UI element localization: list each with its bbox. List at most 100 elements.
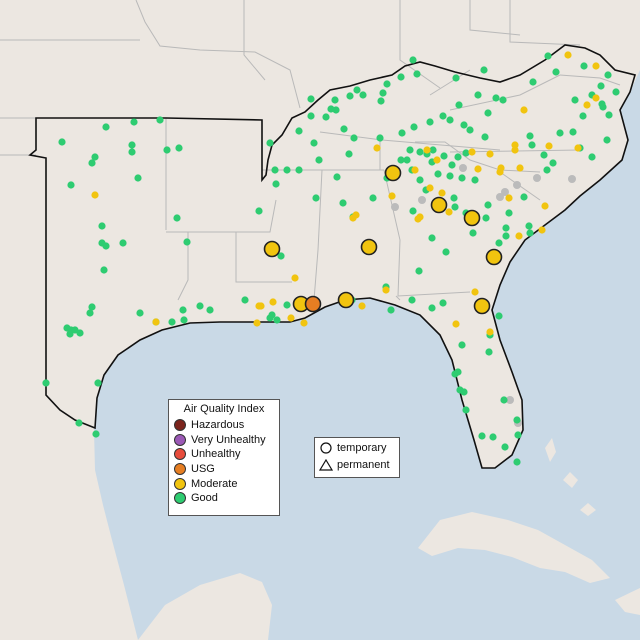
good-monitor-marker[interactable]	[499, 96, 507, 104]
good-monitor-marker[interactable]	[526, 132, 534, 140]
moderate-monitor-marker[interactable]	[545, 142, 553, 150]
moderate-monitor-marker[interactable]	[433, 156, 441, 164]
good-monitor-marker[interactable]	[353, 86, 361, 94]
good-monitor-marker[interactable]	[322, 113, 330, 121]
good-monitor-marker[interactable]	[502, 232, 510, 240]
moderate-monitor-marker[interactable]	[152, 318, 160, 326]
moderate-monitor-marker[interactable]	[471, 288, 479, 296]
good-monitor-marker[interactable]	[489, 433, 497, 441]
moderate-monitor-marker[interactable]	[574, 144, 582, 152]
good-monitor-marker[interactable]	[540, 151, 548, 159]
good-monitor-marker[interactable]	[315, 156, 323, 164]
good-monitor-marker[interactable]	[88, 159, 96, 167]
good-monitor-marker[interactable]	[403, 156, 411, 164]
moderate-monitor-marker[interactable]	[423, 146, 431, 154]
moderate-monitor-marker[interactable]	[538, 226, 546, 234]
good-monitor-marker[interactable]	[526, 229, 534, 237]
good-monitor-marker[interactable]	[128, 148, 136, 156]
good-monitor-marker[interactable]	[163, 146, 171, 154]
moderate-monitor-marker[interactable]	[438, 189, 446, 197]
good-monitor-marker[interactable]	[580, 62, 588, 70]
good-monitor-marker[interactable]	[173, 214, 181, 222]
good-monitor-marker[interactable]	[474, 91, 482, 99]
good-monitor-marker[interactable]	[514, 431, 522, 439]
good-monitor-marker[interactable]	[272, 180, 280, 188]
good-monitor-marker[interactable]	[460, 388, 468, 396]
good-monitor-marker[interactable]	[466, 126, 474, 134]
good-monitor-marker[interactable]	[543, 166, 551, 174]
good-monitor-marker[interactable]	[454, 153, 462, 161]
temporary-moderate-monitor-marker[interactable]	[485, 248, 503, 266]
no-data-monitor-marker[interactable]	[506, 396, 514, 404]
good-monitor-marker[interactable]	[588, 153, 596, 161]
moderate-monitor-marker[interactable]	[541, 202, 549, 210]
good-monitor-marker[interactable]	[408, 296, 416, 304]
moderate-monitor-marker[interactable]	[426, 184, 434, 192]
moderate-monitor-marker[interactable]	[373, 144, 381, 152]
no-data-monitor-marker[interactable]	[501, 188, 509, 196]
good-monitor-marker[interactable]	[266, 139, 274, 147]
good-monitor-marker[interactable]	[604, 71, 612, 79]
good-monitor-marker[interactable]	[307, 112, 315, 120]
good-monitor-marker[interactable]	[528, 141, 536, 149]
good-monitor-marker[interactable]	[451, 203, 459, 211]
good-monitor-marker[interactable]	[88, 303, 96, 311]
good-monitor-marker[interactable]	[544, 52, 552, 60]
good-monitor-marker[interactable]	[603, 136, 611, 144]
good-monitor-marker[interactable]	[448, 161, 456, 169]
good-monitor-marker[interactable]	[379, 89, 387, 97]
good-monitor-marker[interactable]	[552, 68, 560, 76]
moderate-monitor-marker[interactable]	[511, 146, 519, 154]
good-monitor-marker[interactable]	[397, 156, 405, 164]
good-monitor-marker[interactable]	[556, 129, 564, 137]
good-monitor-marker[interactable]	[409, 207, 417, 215]
good-monitor-marker[interactable]	[206, 306, 214, 314]
temporary-moderate-monitor-marker[interactable]	[384, 164, 402, 182]
good-monitor-marker[interactable]	[75, 419, 83, 427]
good-monitor-marker[interactable]	[134, 174, 142, 182]
good-monitor-marker[interactable]	[452, 74, 460, 82]
moderate-monitor-marker[interactable]	[520, 106, 528, 114]
good-monitor-marker[interactable]	[255, 207, 263, 215]
moderate-monitor-marker[interactable]	[358, 302, 366, 310]
good-monitor-marker[interactable]	[196, 302, 204, 310]
good-monitor-marker[interactable]	[92, 430, 100, 438]
good-monitor-marker[interactable]	[271, 166, 279, 174]
moderate-monitor-marker[interactable]	[516, 164, 524, 172]
good-monitor-marker[interactable]	[455, 101, 463, 109]
good-monitor-marker[interactable]	[500, 396, 508, 404]
moderate-monitor-marker[interactable]	[486, 150, 494, 158]
good-monitor-marker[interactable]	[100, 266, 108, 274]
good-monitor-marker[interactable]	[283, 301, 291, 309]
good-monitor-marker[interactable]	[310, 139, 318, 147]
temporary-moderate-monitor-marker[interactable]	[473, 297, 491, 315]
good-monitor-marker[interactable]	[369, 194, 377, 202]
good-monitor-marker[interactable]	[359, 91, 367, 99]
good-monitor-marker[interactable]	[520, 193, 528, 201]
good-monitor-marker[interactable]	[495, 312, 503, 320]
good-monitor-marker[interactable]	[481, 133, 489, 141]
good-monitor-marker[interactable]	[346, 92, 354, 100]
good-monitor-marker[interactable]	[312, 194, 320, 202]
temporary-usg-monitor-marker[interactable]	[304, 295, 322, 313]
moderate-monitor-marker[interactable]	[592, 62, 600, 70]
good-monitor-marker[interactable]	[485, 348, 493, 356]
good-monitor-marker[interactable]	[345, 150, 353, 158]
good-monitor-marker[interactable]	[119, 239, 127, 247]
good-monitor-marker[interactable]	[439, 112, 447, 120]
good-monitor-marker[interactable]	[434, 170, 442, 178]
good-monitor-marker[interactable]	[525, 222, 533, 230]
good-monitor-marker[interactable]	[426, 118, 434, 126]
good-monitor-marker[interactable]	[529, 78, 537, 86]
good-monitor-marker[interactable]	[416, 148, 424, 156]
monitor-markers[interactable]	[42, 51, 620, 466]
good-monitor-marker[interactable]	[277, 252, 285, 260]
good-monitor-marker[interactable]	[406, 146, 414, 154]
good-monitor-marker[interactable]	[339, 199, 347, 207]
good-monitor-marker[interactable]	[462, 149, 470, 157]
good-monitor-marker[interactable]	[331, 96, 339, 104]
good-monitor-marker[interactable]	[460, 121, 468, 129]
good-monitor-marker[interactable]	[429, 146, 437, 154]
good-monitor-marker[interactable]	[484, 201, 492, 209]
